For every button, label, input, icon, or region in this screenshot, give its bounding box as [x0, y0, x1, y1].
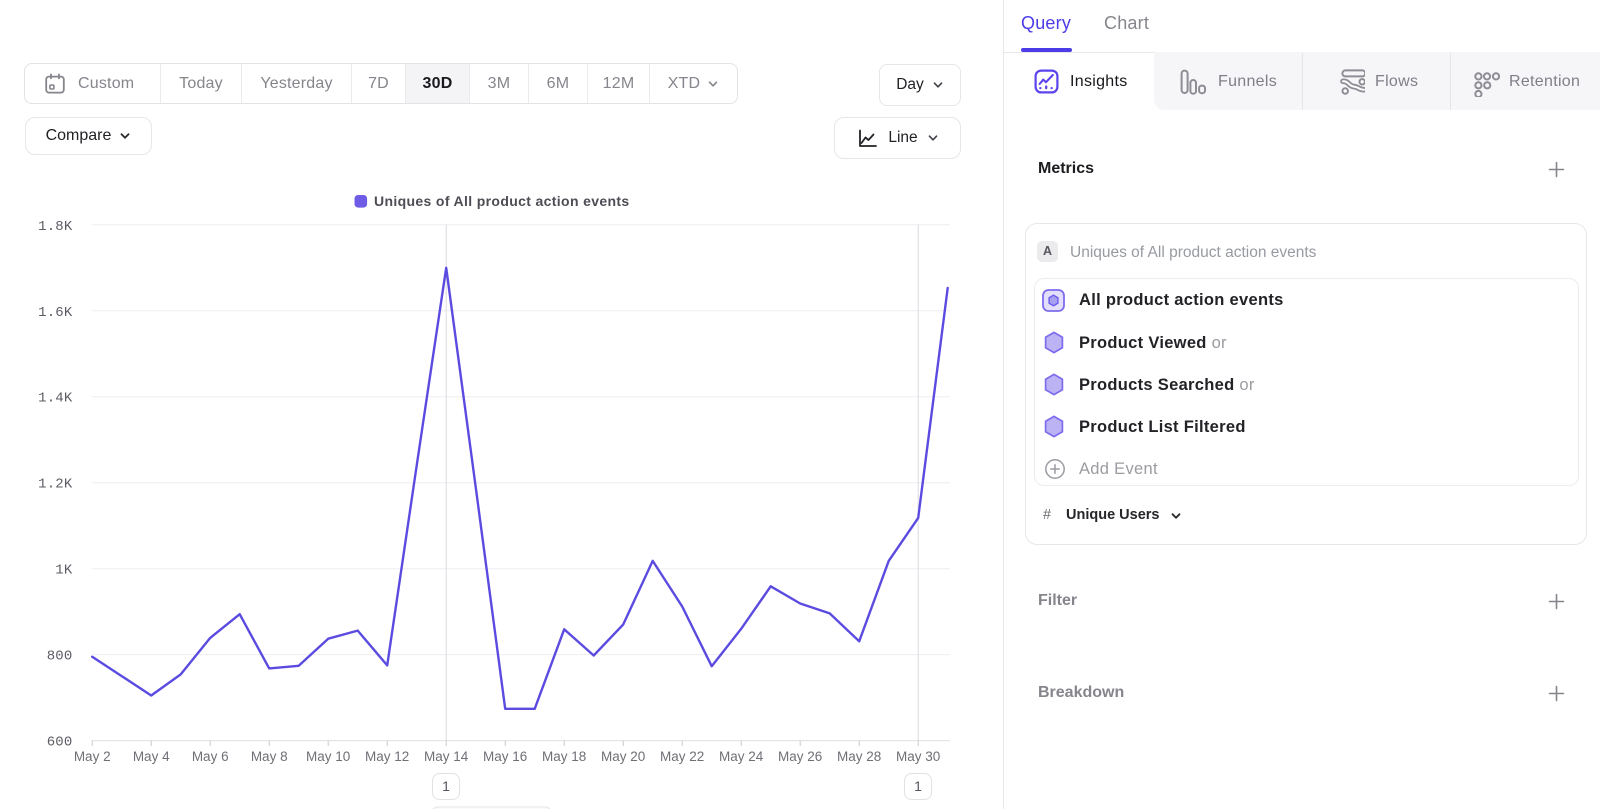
svg-text:May 24: May 24 [719, 749, 764, 764]
svg-text:1.4K: 1.4K [38, 391, 73, 407]
svg-text:1.8K: 1.8K [38, 219, 73, 235]
svg-text:May 14: May 14 [424, 749, 469, 764]
svg-text:May 18: May 18 [542, 749, 586, 764]
svg-text:1: 1 [914, 778, 922, 794]
svg-text:1.2K: 1.2K [38, 477, 73, 493]
svg-text:May 16: May 16 [483, 749, 527, 764]
svg-text:Uniques of All product action: Uniques of All product action events [374, 193, 630, 209]
svg-text:May 10: May 10 [306, 749, 350, 764]
svg-text:May 22: May 22 [660, 749, 704, 764]
svg-text:May 28: May 28 [837, 749, 881, 764]
svg-text:May 20: May 20 [601, 749, 645, 764]
svg-text:May 12: May 12 [365, 749, 409, 764]
svg-text:600: 600 [47, 735, 73, 751]
svg-text:1: 1 [442, 778, 450, 794]
svg-text:May 8: May 8 [251, 749, 288, 764]
svg-text:May 4: May 4 [133, 749, 170, 764]
svg-text:800: 800 [47, 649, 73, 665]
svg-text:May 26: May 26 [778, 749, 822, 764]
svg-text:May 6: May 6 [192, 749, 229, 764]
svg-text:May 2: May 2 [74, 749, 111, 764]
svg-text:1K: 1K [55, 563, 73, 579]
svg-text:May 30: May 30 [896, 749, 940, 764]
svg-text:1.6K: 1.6K [38, 305, 73, 321]
